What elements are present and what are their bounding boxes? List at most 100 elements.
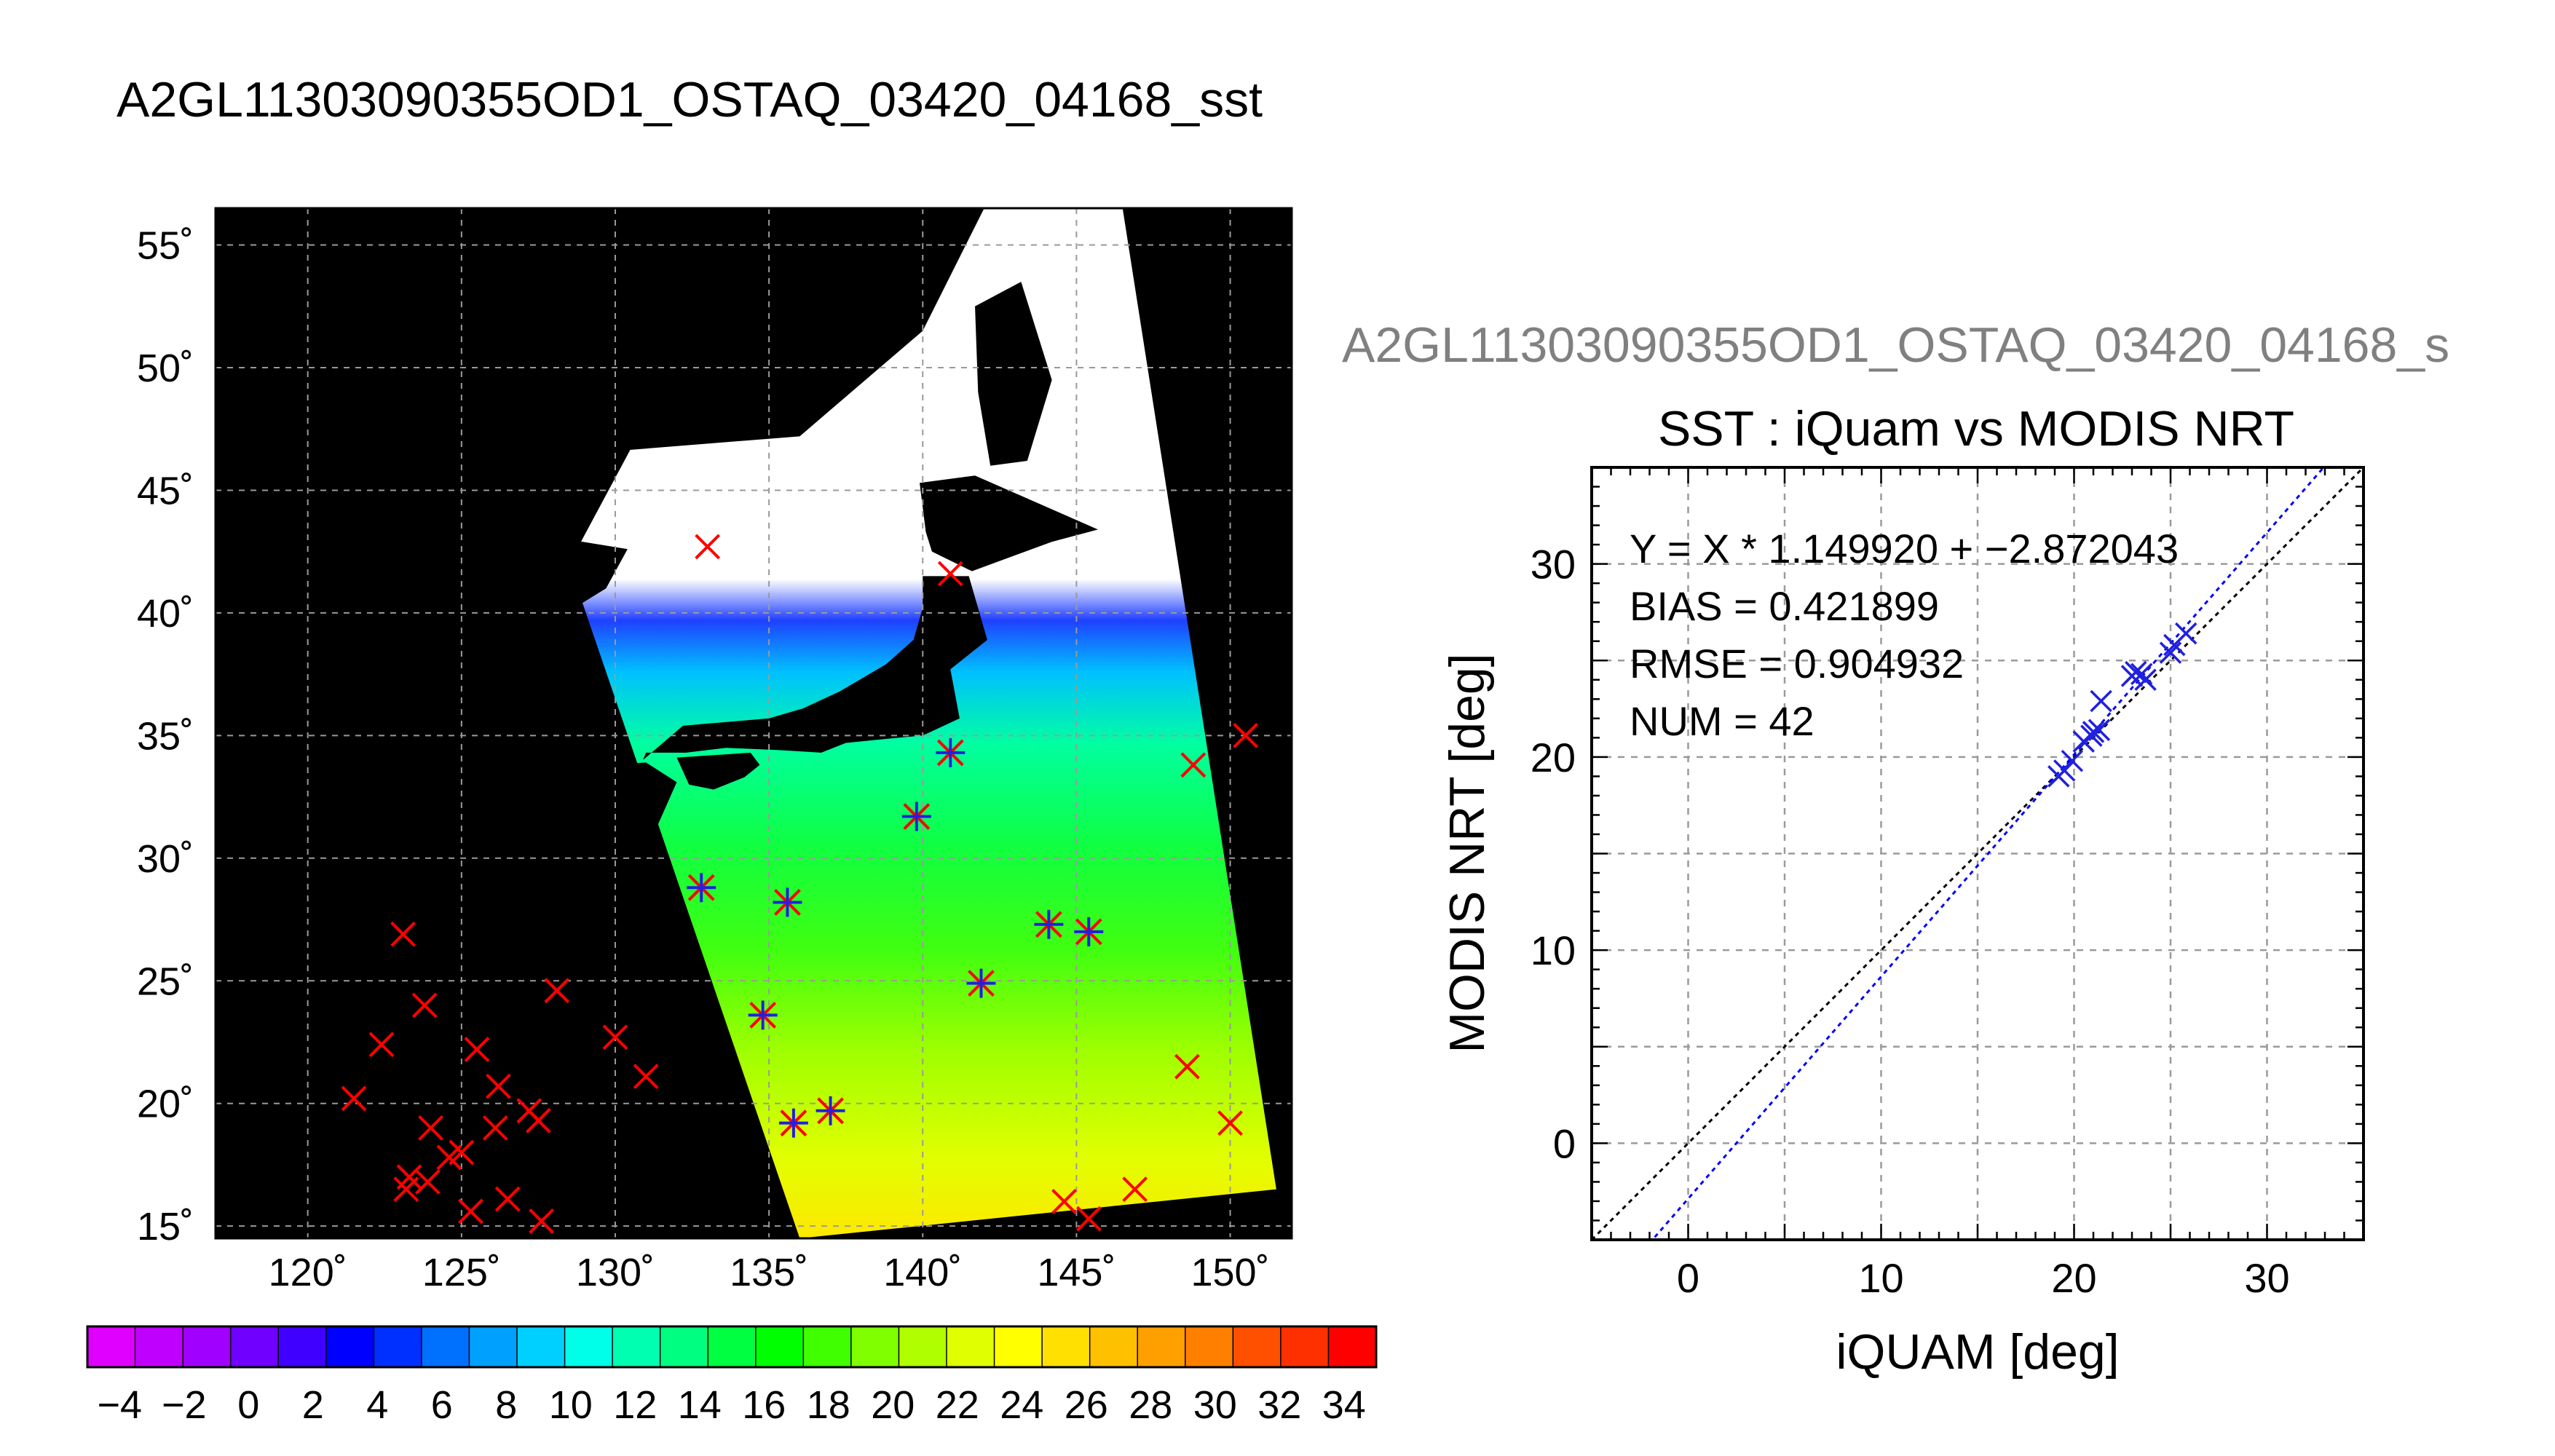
colorbar-tick: −2 [162,1383,207,1427]
matched-point-marker [936,737,965,767]
colorbar-cell [1137,1326,1186,1367]
map-y-tick: 55˚ [137,224,194,268]
matched-point-marker [1074,917,1104,946]
scatter-y-tick: 20 [1531,735,1576,780]
colorbar-tick: 12 [613,1383,657,1427]
iquam-point-marker [393,1176,419,1203]
matched-point-marker [901,802,931,831]
colorbar-tick: 30 [1193,1383,1237,1427]
colorbar-cell [947,1326,995,1367]
scatter-x-axis-label: iQUAM [deg] [1836,1324,2119,1380]
colorbar-tick: 26 [1065,1383,1108,1427]
matched-point-marker [966,968,996,998]
scatter-point [2159,641,2182,664]
colorbar-cell [708,1326,757,1367]
colorbar-cell [183,1326,232,1367]
iquam-point-marker [411,992,438,1018]
iquam-point-marker [368,1032,395,1058]
colorbar-cell [278,1326,327,1367]
colorbar-cell [850,1326,900,1367]
map-panel: 120˚ 125˚ 130˚ 135˚ 140˚ 145˚ 150˚ 15˚ 20˚ 25˚ 30… [137,207,1293,1294]
iquam-point-marker [458,1198,483,1224]
scatter-points [2047,622,2197,788]
scatter-x-tick: 20 [2051,1255,2096,1301]
stats-rmse: RMSE = 0.904932 [1630,641,1964,687]
colorbar-tick: 10 [549,1383,593,1427]
matched-markers [687,737,1104,1138]
scatter-title: SST : iQuam vs MODIS NRT [1658,401,2294,456]
colorbar-cell [1280,1326,1330,1367]
iquam-point-marker [544,978,570,1004]
iquam-point-marker [414,1169,441,1195]
iquam-point-marker [695,534,721,560]
scatter-x-tick: 30 [2244,1255,2289,1301]
stats-regression: Y = X * 1.149920 + −2.872043 [1630,526,2179,571]
iquam-point-marker [494,1186,521,1212]
scatter-header: A2GL11303090355OD1_OSTAQ_03420_04168_s [1342,317,2449,373]
map-y-tick: 20˚ [137,1083,194,1126]
colorbar-cell [469,1326,518,1367]
iquam-point-marker [937,561,963,587]
colorbar-cell [803,1326,852,1367]
iquam-markers [341,534,1259,1234]
colorbar-cell [87,1326,136,1367]
scatter-point [2088,719,2111,741]
colorbar-tick: −4 [97,1383,142,1427]
matched-point-marker [778,1108,808,1138]
iquam-point-marker [1051,1189,1077,1214]
matched-point-marker [816,1096,845,1125]
scatter-point [2082,721,2105,743]
map-y-tick: 45˚ [137,469,194,513]
iquam-point-marker [486,1073,511,1099]
iquam-point-marker [525,1107,551,1133]
map-x-tick: 125˚ [422,1251,501,1294]
colorbar-tick: 32 [1257,1383,1301,1427]
one-to-one-line [1592,467,2364,1240]
map-gridlines [216,208,1292,1238]
map-y-tick: 15˚ [137,1205,194,1249]
iquam-point-marker [418,1115,444,1141]
colorbar-cell [994,1326,1043,1367]
map-y-tick-labels: 15˚ 20˚ 25˚ 30˚ 35˚ 40˚ 45˚ 50˚ 55˚ [137,224,194,1249]
scatter-point [2125,660,2147,684]
scatter-point [2174,622,2197,645]
map-x-tick: 150˚ [1190,1251,1269,1294]
map-x-tick: 140˚ [883,1251,962,1294]
colorbar-tick: 16 [742,1383,786,1427]
map-x-tick: 145˚ [1037,1251,1115,1294]
scatter-point [2053,759,2076,782]
map-y-tick: 35˚ [137,714,194,758]
colorbar-cell [1042,1326,1091,1367]
colorbar-tick: 24 [1000,1383,1043,1427]
colorbar-tick: 0 [237,1383,259,1427]
scatter-y-tick: 30 [1531,542,1576,587]
iquam-point-marker [529,1208,555,1234]
colorbar-cell [325,1326,375,1367]
iquam-point-marker [1217,1110,1243,1136]
scatter-point [2134,668,2157,692]
regression-line [1651,467,2326,1240]
matched-point-marker [687,873,716,903]
colorbar-cell [755,1326,805,1367]
iquam-point-marker [1180,752,1207,778]
iquam-point-marker [436,1144,462,1171]
colorbar-cells [87,1326,1377,1367]
stats-num: NUM = 42 [1630,698,1814,744]
colorbar-cell [135,1326,183,1367]
colorbar-frame [86,1325,1378,1369]
colorbar-cell [374,1326,422,1367]
scatter-x-tick: 0 [1677,1255,1699,1301]
stats-bias: BIAS = 0.421899 [1630,583,1939,629]
map-x-tick: 120˚ [269,1251,347,1294]
matched-point-marker [748,1000,778,1030]
colorbar-cell [517,1326,566,1367]
matched-point-marker [1034,909,1064,939]
scatter-point [2061,749,2084,772]
map-y-tick: 30˚ [137,837,194,881]
colorbar-tick: 6 [431,1383,453,1427]
iquam-point-marker [390,921,416,947]
iquam-point-marker [633,1064,659,1090]
iquam-point-marker [464,1037,490,1062]
colorbar-cell [612,1326,661,1367]
scatter-y-tick: 10 [1531,927,1576,973]
